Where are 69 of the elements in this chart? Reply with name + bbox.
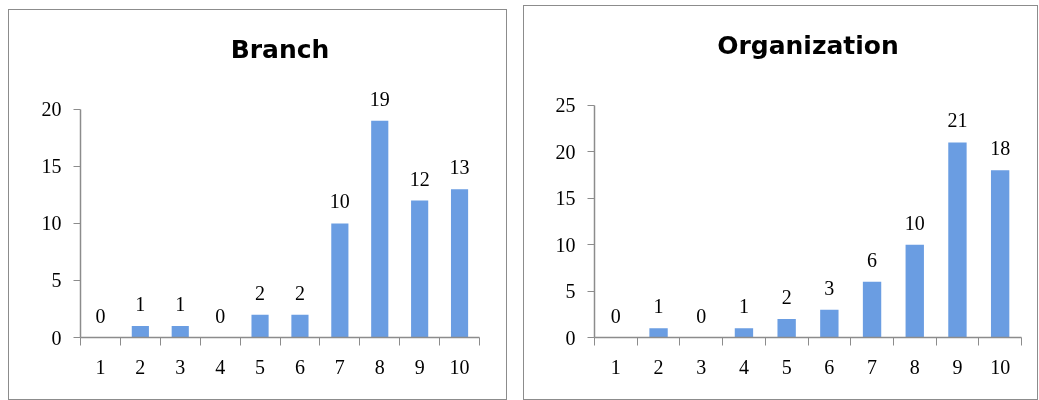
data-label: 2 <box>781 285 792 308</box>
x-tick-label: 2 <box>135 355 146 378</box>
data-label: 2 <box>294 281 305 304</box>
data-label: 0 <box>95 304 106 327</box>
bar <box>649 328 668 338</box>
data-label: 12 <box>409 167 430 190</box>
bar <box>331 223 349 338</box>
x-tick-label: 6 <box>294 355 305 378</box>
data-label: 21 <box>947 109 968 132</box>
x-tick-label: 2 <box>653 355 664 378</box>
data-label: 1 <box>653 295 664 318</box>
chart-title: Branch <box>230 34 330 64</box>
data-label: 1 <box>175 293 186 316</box>
y-tick-label: 15 <box>555 187 576 210</box>
y-tick-label: 20 <box>555 140 576 163</box>
bar <box>820 309 839 338</box>
x-tick-label: 5 <box>255 355 266 378</box>
x-tick-label: 7 <box>867 355 878 378</box>
x-tick-label: 9 <box>952 355 963 378</box>
y-tick-label: 10 <box>555 233 576 256</box>
data-label: 10 <box>329 190 350 213</box>
x-tick-label: 3 <box>175 355 186 378</box>
bar <box>777 318 796 338</box>
bar <box>990 170 1010 338</box>
x-tick-label: 8 <box>374 355 385 378</box>
data-label: 2 <box>255 281 266 304</box>
bar <box>905 244 924 338</box>
data-label: 0 <box>215 304 226 327</box>
x-tick-label: 1 <box>610 355 621 378</box>
bar <box>171 326 189 338</box>
x-tick-label: 5 <box>781 355 792 378</box>
data-label: 1 <box>135 293 146 316</box>
y-tick-label: 5 <box>565 280 576 303</box>
x-tick-label: 10 <box>990 355 1011 378</box>
y-tick-label: 15 <box>41 155 62 178</box>
x-tick-label: 3 <box>696 355 707 378</box>
bar <box>291 314 309 338</box>
chart-title: Organization <box>717 30 899 60</box>
y-tick-label: 20 <box>41 98 62 121</box>
data-label: 13 <box>449 156 470 179</box>
data-label: 10 <box>904 211 925 234</box>
x-tick-label: 4 <box>215 355 226 378</box>
bar <box>131 326 149 338</box>
bar <box>862 281 882 338</box>
bar <box>450 189 469 338</box>
y-tick-label: 0 <box>51 326 62 349</box>
data-label: 0 <box>610 304 621 327</box>
y-tick-label: 0 <box>565 326 576 349</box>
y-tick-label: 25 <box>555 94 576 117</box>
data-label: 18 <box>990 137 1011 160</box>
y-tick-label: 5 <box>51 269 62 292</box>
x-tick-label: 8 <box>909 355 920 378</box>
bar <box>411 200 429 338</box>
bar <box>734 328 754 338</box>
data-label: 0 <box>696 304 707 327</box>
x-tick-label: 4 <box>738 355 749 378</box>
bar <box>251 314 269 338</box>
x-tick-label: 7 <box>334 355 345 378</box>
bar <box>948 142 967 338</box>
x-tick-label: 9 <box>414 355 425 378</box>
x-tick-label: 1 <box>95 355 106 378</box>
x-tick-label: 10 <box>449 355 470 378</box>
data-label: 1 <box>738 295 749 318</box>
x-tick-label: 6 <box>824 355 835 378</box>
y-tick-label: 10 <box>41 212 62 235</box>
data-label: 6 <box>867 248 878 271</box>
data-label: 3 <box>824 276 835 299</box>
data-label: 19 <box>369 87 390 110</box>
bar <box>371 120 389 338</box>
